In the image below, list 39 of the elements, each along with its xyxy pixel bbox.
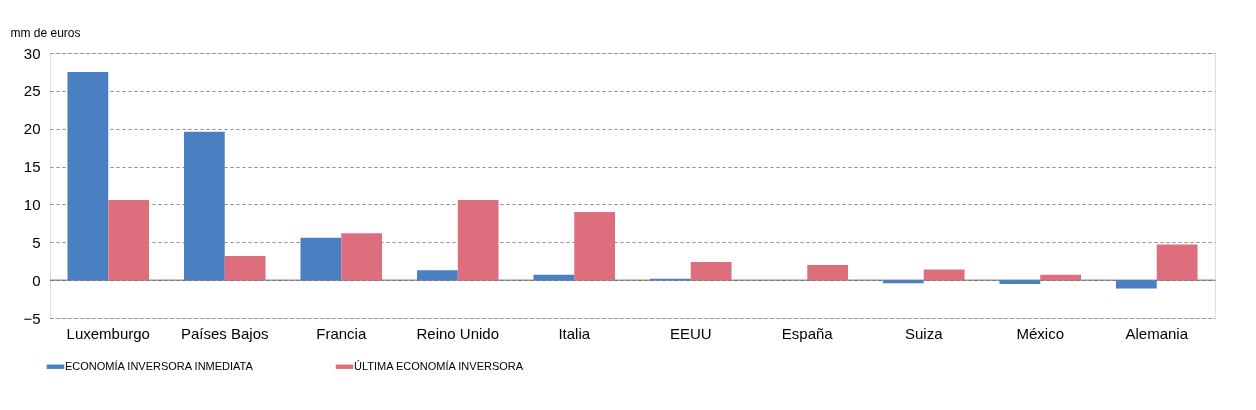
bar xyxy=(457,199,499,281)
x-tick-label: EEUU xyxy=(669,324,712,342)
y-tick-label: 5 xyxy=(32,233,41,251)
bar xyxy=(533,274,575,281)
bar xyxy=(1040,274,1082,281)
x-tick-label: México xyxy=(1016,324,1065,342)
bar xyxy=(807,265,849,281)
bar xyxy=(574,212,616,281)
x-tick-label: Luxemburgo xyxy=(66,324,150,342)
bar xyxy=(67,71,109,281)
bar xyxy=(108,199,150,281)
bar xyxy=(224,255,266,281)
legend-label: ÚLTIMA ECONOMÍA INVERSORA xyxy=(354,359,524,372)
y-tick-label: 20 xyxy=(23,120,41,138)
x-tick-label: Reino Unido xyxy=(416,324,500,342)
y-tick-label: −5 xyxy=(23,309,41,327)
x-tick-label: Francia xyxy=(316,324,367,342)
y-tick-label: 0 xyxy=(32,271,41,289)
bar xyxy=(1156,244,1198,281)
bar xyxy=(1115,280,1157,289)
y-tick-label: 15 xyxy=(23,158,41,176)
y-tick-label: 10 xyxy=(23,195,41,213)
bar xyxy=(341,233,383,281)
legend-label: ECONOMÍA INVERSORA INMEDIATA xyxy=(65,359,254,372)
x-tick-label: España xyxy=(781,324,834,342)
x-tick-label: Suiza xyxy=(904,324,944,342)
x-tick-label: Países Bajos xyxy=(180,324,269,342)
bar xyxy=(300,237,342,281)
bar xyxy=(183,131,225,281)
x-tick-label: Alemania xyxy=(1125,324,1189,342)
bar xyxy=(690,261,732,281)
bar xyxy=(999,280,1041,284)
bar xyxy=(416,270,458,281)
y-axis-title: mm de euros xyxy=(10,25,81,40)
y-tick-label: 25 xyxy=(23,82,41,100)
y-tick-label: 30 xyxy=(23,44,41,62)
bar xyxy=(923,269,965,281)
bar xyxy=(882,280,924,284)
x-tick-label: Italia xyxy=(558,324,591,342)
